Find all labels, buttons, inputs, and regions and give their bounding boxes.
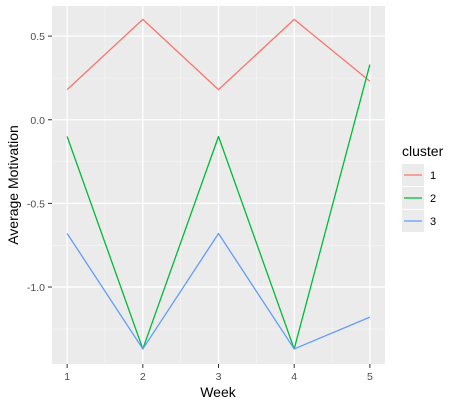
legend-label: 2 <box>430 193 436 205</box>
x-tick-label: 4 <box>291 371 297 383</box>
x-tick-label: 2 <box>140 371 146 383</box>
series-line-3 <box>66 232 371 350</box>
y-axis: 0.5 0.0 -0.5 -1.0 <box>27 31 52 294</box>
x-axis-title: Week <box>200 384 237 400</box>
legend-label: 3 <box>430 216 436 228</box>
major-gridlines <box>52 6 385 364</box>
y-axis-title: Average Motivation <box>5 125 21 245</box>
x-axis: 1 2 3 4 5 <box>64 364 373 383</box>
series-line-2 <box>66 64 371 350</box>
series-lines <box>66 18 371 350</box>
y-tick-label: 0.0 <box>30 115 45 127</box>
y-tick-label: -0.5 <box>27 198 45 210</box>
x-tick-label: 5 <box>367 371 373 383</box>
x-tick-label: 1 <box>64 371 70 383</box>
y-tick-label: -1.0 <box>27 282 45 294</box>
legend-keys: 1 2 3 <box>402 164 436 232</box>
legend: cluster 1 2 3 <box>402 143 444 232</box>
x-tick-label: 3 <box>216 371 222 383</box>
legend-label: 1 <box>430 170 436 182</box>
legend-title: cluster <box>402 143 444 159</box>
y-tick-label: 0.5 <box>30 31 45 43</box>
series-line-1 <box>66 18 371 91</box>
